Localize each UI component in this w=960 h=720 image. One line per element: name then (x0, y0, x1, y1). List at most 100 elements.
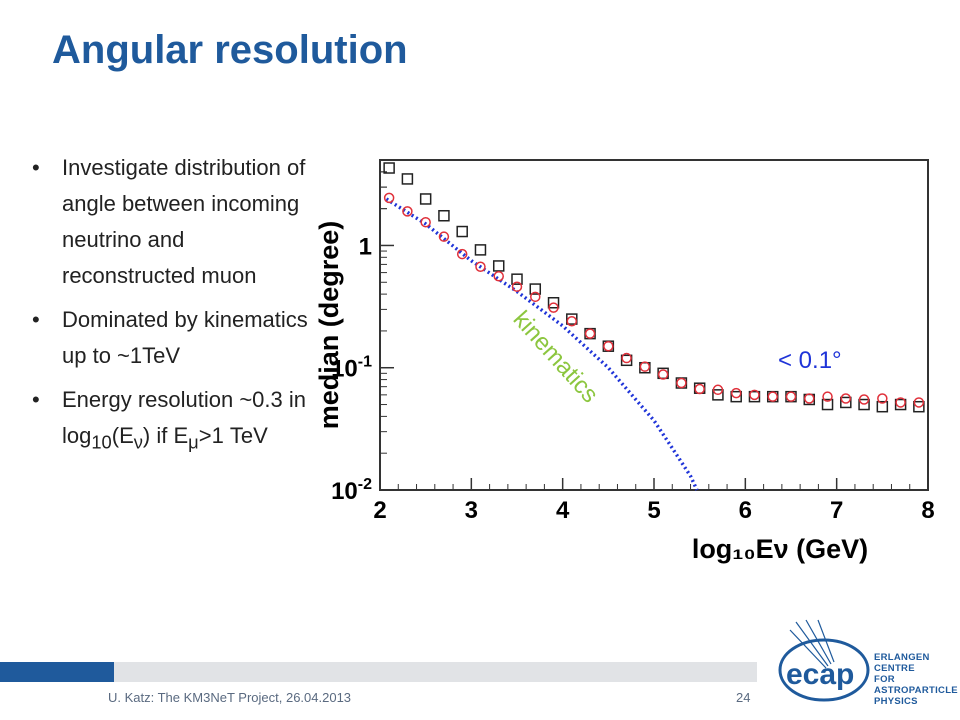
plot-frame (379, 159, 929, 491)
x-tick-label: 8 (921, 497, 934, 524)
data-point-circle (858, 394, 870, 405)
x-tick-label: 5 (647, 497, 660, 524)
data-point-circle (438, 231, 450, 242)
data-point-square (876, 400, 889, 413)
data-point-circle (493, 271, 504, 282)
y-axis-label: median (degree) (314, 221, 344, 430)
data-point-circle (749, 389, 760, 401)
bullet-text: Investigate distribution of angle betwee… (62, 155, 306, 288)
kinematics-label: kinematics (508, 306, 604, 408)
bullet-text-mid2: ) if E (142, 423, 189, 448)
data-point-circle (548, 302, 559, 313)
data-point-square (383, 162, 395, 174)
slide-title: Angular resolution (52, 28, 408, 72)
data-point-square (401, 173, 414, 185)
kinematics-line (385, 197, 699, 491)
bullet-list: • Investigate distribution of angle betw… (28, 150, 318, 468)
x-tick-labels: 2 3 4 5 6 7 8 (373, 497, 934, 524)
data-point-square (748, 390, 761, 403)
logo-caption: ERLANGEN CENTRE FOR ASTROPARTICLE PHYSIC… (874, 652, 960, 707)
data-point-circle (730, 387, 742, 399)
bullet-sub: 10 (91, 431, 112, 453)
data-point-circle (383, 192, 395, 204)
ecap-logo: ecap (778, 619, 870, 702)
x-tick-label: 6 (739, 497, 752, 524)
x-tick-label: 2 (373, 497, 386, 524)
bullet-dot: • (32, 155, 40, 180)
data-point-circle (676, 377, 687, 389)
data-point-square (547, 296, 560, 309)
y-tick-label: 10-1 (331, 354, 372, 383)
data-point-circle (694, 383, 705, 395)
logo-swoosh (778, 638, 870, 702)
axis-ticks (379, 159, 929, 491)
data-point-circle (639, 361, 651, 372)
footer-bar (114, 662, 757, 682)
bullet-text-prefix: Energy resolution ~0.3 in log (62, 387, 306, 448)
bullet-sub: ν (133, 431, 143, 453)
footer-bar-accent (0, 662, 114, 682)
bullet-dot: • (32, 307, 40, 332)
data-point-square (894, 398, 907, 411)
data-point-square (858, 398, 870, 411)
kinematics-curve (385, 197, 699, 491)
data-point-square (529, 283, 542, 295)
data-point-circle (456, 248, 468, 260)
data-point-square (821, 398, 834, 411)
data-point-square (419, 193, 432, 205)
data-point-circle (584, 328, 596, 339)
data-point-circle (475, 261, 486, 272)
data-point-square (840, 396, 852, 409)
data-point-square (712, 389, 724, 401)
bullet-item: • Investigate distribution of angle betw… (28, 150, 318, 294)
y-tick-labels: 1 10-1 10-2 (331, 233, 372, 505)
data-point-square (730, 390, 742, 403)
data-point-square (492, 260, 505, 272)
data-point-circle (785, 391, 797, 402)
data-point-square (511, 273, 523, 285)
y-tick-label: 1 (359, 233, 372, 260)
logo-caption-line: PHYSICS (874, 696, 918, 707)
resolution-annotation: < 0.1° (778, 347, 842, 374)
data-point-square (913, 400, 925, 413)
data-point-circle (511, 281, 523, 292)
x-tick-label: 4 (556, 497, 570, 524)
bullet-sub: μ (188, 431, 199, 453)
data-point-circle (603, 340, 614, 352)
angular-resolution-chart: 2 3 4 5 6 7 8 1 10-1 10-2 median (degree) log₁₀E… (314, 159, 935, 564)
bullet-text: Dominated by kinematics up to ~1TeV (62, 307, 308, 368)
data-point-square (438, 209, 450, 222)
data-point-circle (877, 393, 888, 404)
data-point-circle (840, 393, 852, 404)
data-point-circle (530, 291, 541, 303)
data-point-circle (566, 315, 578, 327)
bullet-item: • Energy resolution ~0.3 in log10(Eν) if… (28, 382, 318, 460)
data-point-circle (895, 397, 906, 408)
x-tick-label: 7 (830, 497, 843, 524)
footer-citation: U. Katz: The KM3NeT Project, 26.04.2013 (108, 690, 352, 705)
data-point-circle (420, 216, 431, 228)
bullet-dot: • (32, 387, 40, 412)
data-point-circle (621, 352, 632, 364)
logo-caption-line: ERLANGEN CENTRE (874, 652, 930, 674)
logo-wordmark: ecap (786, 658, 854, 691)
logo-caption-line: FOR ASTROPARTICLE (874, 674, 958, 696)
page-number: 24 (736, 690, 751, 705)
data-point-square (620, 354, 633, 367)
bullet-text-mid: (E (111, 423, 134, 448)
x-tick-label: 3 (465, 497, 478, 524)
data-point-circle (402, 206, 413, 217)
data-point-square (456, 225, 468, 238)
data-point-circle (804, 393, 815, 404)
data-point-square (474, 244, 487, 256)
data-points (383, 162, 925, 413)
data-point-circle (712, 384, 724, 396)
data-point-circle (822, 391, 833, 402)
data-point-square (566, 313, 578, 325)
data-point-circle (913, 397, 925, 408)
data-point-circle (767, 391, 778, 402)
bullet-item: • Dominated by kinematics up to ~1TeV (28, 302, 318, 374)
y-tick-label: 10-2 (331, 476, 372, 505)
bullet-text-suffix: >1 TeV (198, 423, 268, 448)
x-axis-label: log₁₀Eν (GeV) (692, 534, 868, 564)
